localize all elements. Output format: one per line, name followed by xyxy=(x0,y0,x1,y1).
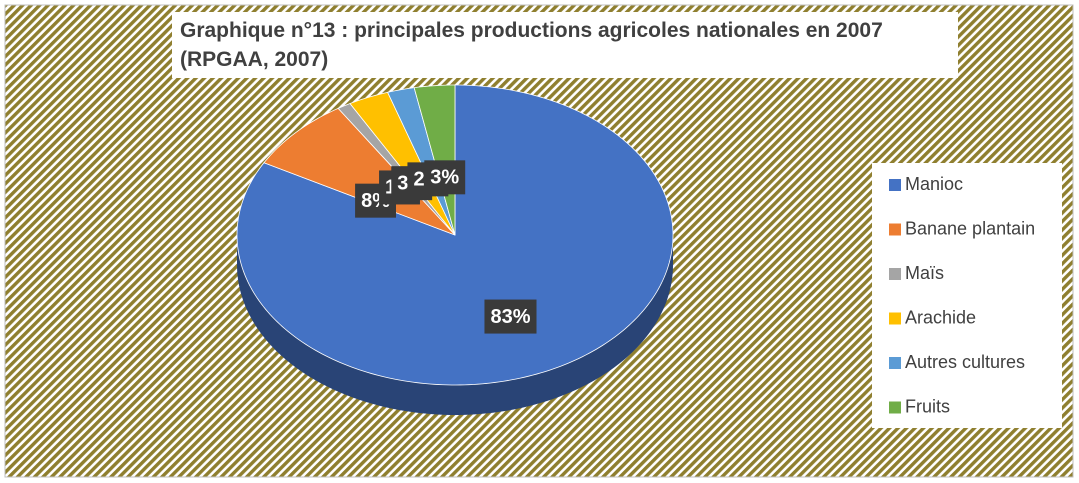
legend-label: Autres cultures xyxy=(905,352,1025,372)
legend-label: Fruits xyxy=(905,396,950,416)
legend-box xyxy=(872,163,1062,428)
legend-swatch xyxy=(889,268,901,280)
data-label-box xyxy=(484,299,537,334)
pie-slice xyxy=(236,84,674,386)
pie-slice xyxy=(387,87,456,236)
legend-swatch xyxy=(889,223,901,236)
pie-slice xyxy=(413,84,456,236)
legend-swatch xyxy=(889,357,901,369)
data-label: 83% xyxy=(490,306,530,328)
pie-side xyxy=(237,235,673,415)
legend-swatch xyxy=(889,179,901,191)
legend-label: Manioc xyxy=(905,174,963,194)
legend-swatch xyxy=(889,401,901,414)
chart-title: Graphique n°13 : principales productions… xyxy=(172,12,958,78)
data-label: 3% xyxy=(430,167,459,189)
legend-label: Banane plantain xyxy=(905,218,1035,238)
legend-swatch xyxy=(889,312,901,325)
legend-label: Maïs xyxy=(905,263,944,283)
data-label-box xyxy=(424,160,466,195)
legend-label: Arachide xyxy=(905,307,976,327)
